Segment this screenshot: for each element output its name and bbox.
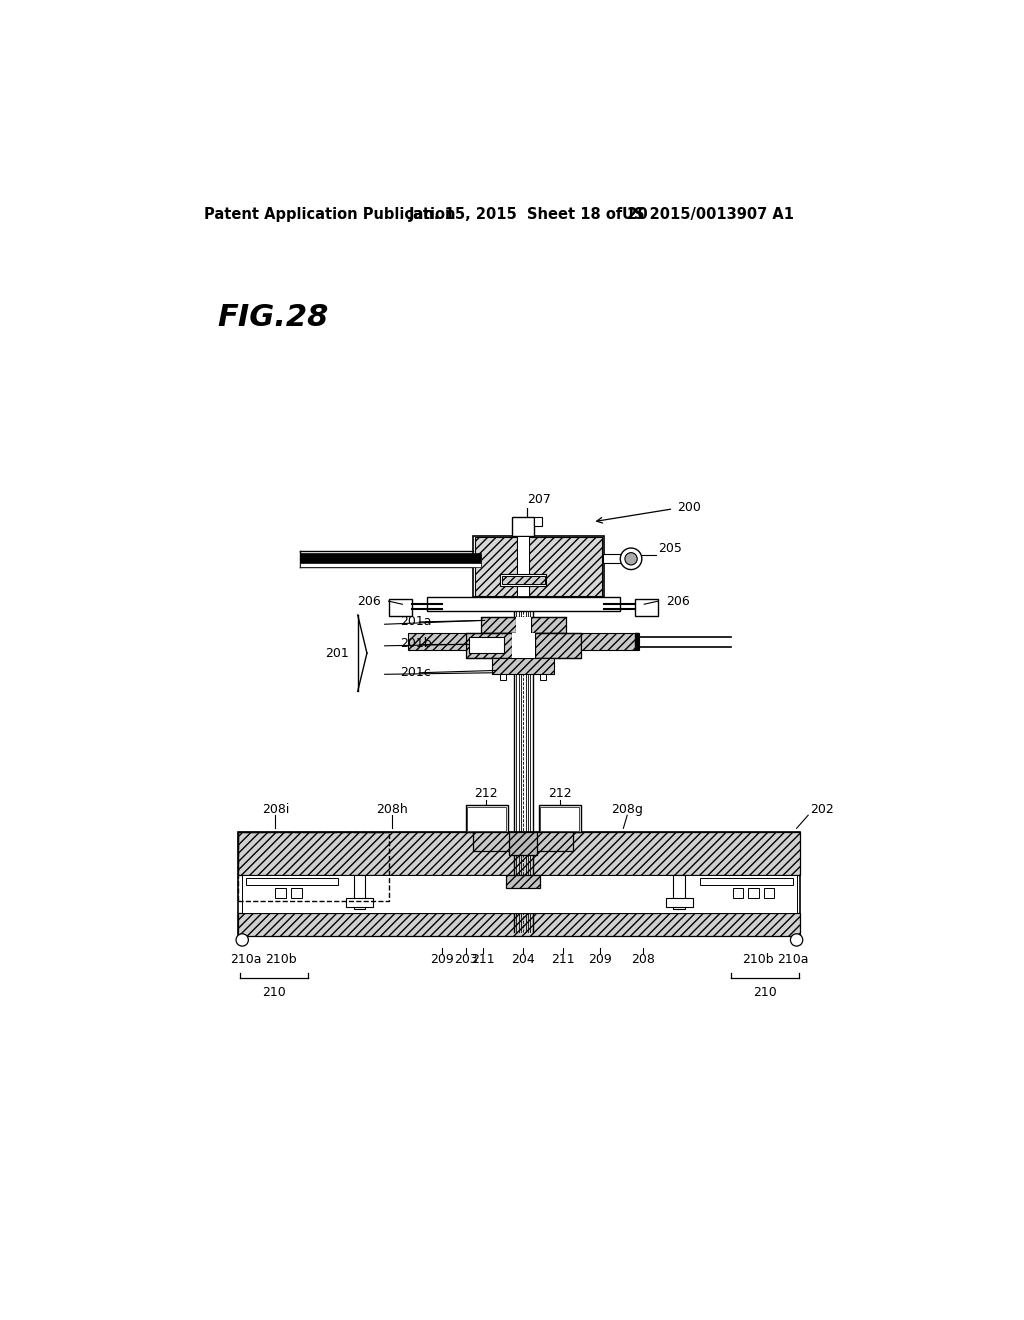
Bar: [469, 638, 504, 653]
Text: Patent Application Publication: Patent Application Publication: [204, 207, 456, 222]
Bar: [531, 616, 565, 634]
Text: 207: 207: [527, 492, 551, 506]
Bar: [535, 832, 573, 851]
Text: 211: 211: [471, 953, 495, 966]
Text: 201c: 201c: [400, 667, 431, 680]
Bar: [346, 898, 373, 907]
Text: 210: 210: [754, 986, 777, 999]
Bar: [512, 634, 535, 659]
Text: Jan. 15, 2015  Sheet 18 of 20: Jan. 15, 2015 Sheet 18 of 20: [410, 207, 649, 222]
Text: 208i: 208i: [262, 803, 289, 816]
Text: 208h: 208h: [377, 803, 409, 816]
Text: 212: 212: [474, 787, 498, 800]
Bar: [473, 832, 512, 851]
Bar: [481, 616, 515, 634]
Bar: [700, 878, 793, 884]
Bar: [529, 537, 602, 595]
Text: 200: 200: [677, 500, 701, 513]
Circle shape: [237, 933, 249, 946]
Bar: [635, 634, 639, 651]
Bar: [518, 537, 529, 595]
Bar: [666, 898, 692, 907]
Bar: [300, 557, 481, 564]
Bar: [243, 875, 797, 913]
Text: 210a: 210a: [230, 953, 262, 966]
Text: 206: 206: [666, 594, 689, 607]
Bar: [466, 805, 508, 832]
Bar: [467, 807, 506, 830]
Text: US 2015/0013907 A1: US 2015/0013907 A1: [622, 207, 794, 222]
Text: 204: 204: [511, 953, 536, 966]
Bar: [581, 634, 639, 651]
Bar: [502, 576, 545, 585]
Circle shape: [791, 933, 803, 946]
Bar: [388, 599, 412, 615]
Circle shape: [625, 553, 637, 565]
Text: 209: 209: [589, 953, 612, 966]
Bar: [239, 832, 801, 936]
Text: 210b: 210b: [265, 953, 297, 966]
Text: 201b: 201b: [400, 638, 432, 649]
Bar: [535, 634, 581, 659]
Bar: [466, 634, 512, 659]
Text: 212: 212: [549, 787, 572, 800]
Bar: [764, 887, 774, 899]
Text: 210b: 210b: [742, 953, 774, 966]
Text: FIG.28: FIG.28: [217, 304, 329, 333]
Bar: [246, 878, 339, 884]
Bar: [291, 887, 301, 899]
Text: 201a: 201a: [400, 615, 431, 628]
Bar: [275, 887, 286, 899]
Bar: [635, 599, 658, 615]
Bar: [500, 673, 506, 680]
Bar: [509, 832, 538, 855]
Text: 205: 205: [658, 543, 682, 556]
Text: 208g: 208g: [611, 803, 643, 816]
Bar: [512, 517, 535, 536]
Text: 202: 202: [810, 803, 834, 816]
Bar: [239, 832, 388, 902]
Bar: [239, 832, 801, 875]
Text: 210a: 210a: [777, 953, 809, 966]
Bar: [493, 659, 554, 673]
Bar: [602, 554, 631, 564]
Text: 210: 210: [262, 986, 286, 999]
Text: 211: 211: [552, 953, 575, 966]
Bar: [427, 597, 620, 611]
Text: 203: 203: [454, 953, 477, 966]
Bar: [749, 887, 759, 899]
Bar: [500, 574, 547, 586]
Bar: [674, 875, 685, 909]
Text: 206: 206: [357, 594, 381, 607]
Bar: [541, 673, 547, 680]
Bar: [300, 553, 481, 557]
Text: 208: 208: [631, 953, 654, 966]
Bar: [473, 536, 604, 598]
Circle shape: [621, 548, 642, 570]
Text: 201: 201: [325, 647, 348, 660]
Bar: [733, 887, 743, 899]
Text: 209: 209: [430, 953, 455, 966]
Bar: [354, 875, 366, 909]
Bar: [239, 913, 801, 936]
Bar: [535, 517, 542, 527]
Bar: [541, 807, 580, 830]
Bar: [506, 875, 541, 888]
Bar: [475, 537, 517, 595]
Bar: [300, 564, 481, 566]
Bar: [515, 616, 531, 634]
Bar: [539, 805, 581, 832]
Bar: [408, 634, 466, 651]
